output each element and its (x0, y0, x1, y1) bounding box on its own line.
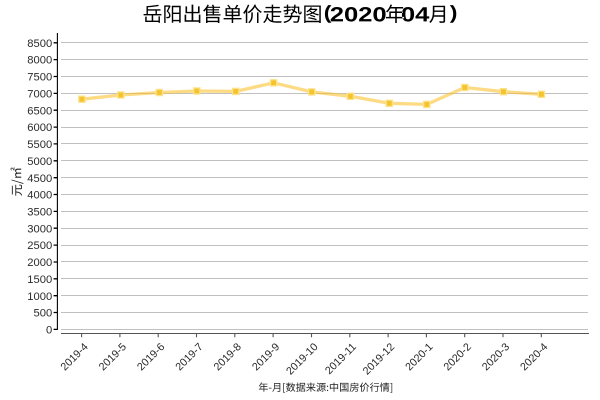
svg-text:2000: 2000 (27, 257, 52, 269)
svg-text:3000: 3000 (27, 223, 52, 235)
svg-text:8500: 8500 (27, 38, 52, 50)
svg-text:1500: 1500 (27, 274, 52, 286)
svg-text:6000: 6000 (27, 122, 52, 134)
svg-text:0: 0 (46, 325, 52, 337)
svg-text:8000: 8000 (27, 55, 52, 67)
svg-text:7000: 7000 (27, 89, 52, 101)
svg-text:5000: 5000 (27, 156, 52, 168)
svg-text:500: 500 (34, 308, 53, 320)
svg-text:5500: 5500 (27, 139, 52, 151)
svg-text:4000: 4000 (27, 190, 52, 202)
svg-text:7500: 7500 (27, 72, 52, 84)
svg-text:6500: 6500 (27, 105, 52, 117)
svg-text:2500: 2500 (27, 240, 52, 252)
svg-text:1000: 1000 (27, 291, 52, 303)
svg-text:4500: 4500 (27, 173, 52, 185)
svg-text:3500: 3500 (27, 207, 52, 219)
